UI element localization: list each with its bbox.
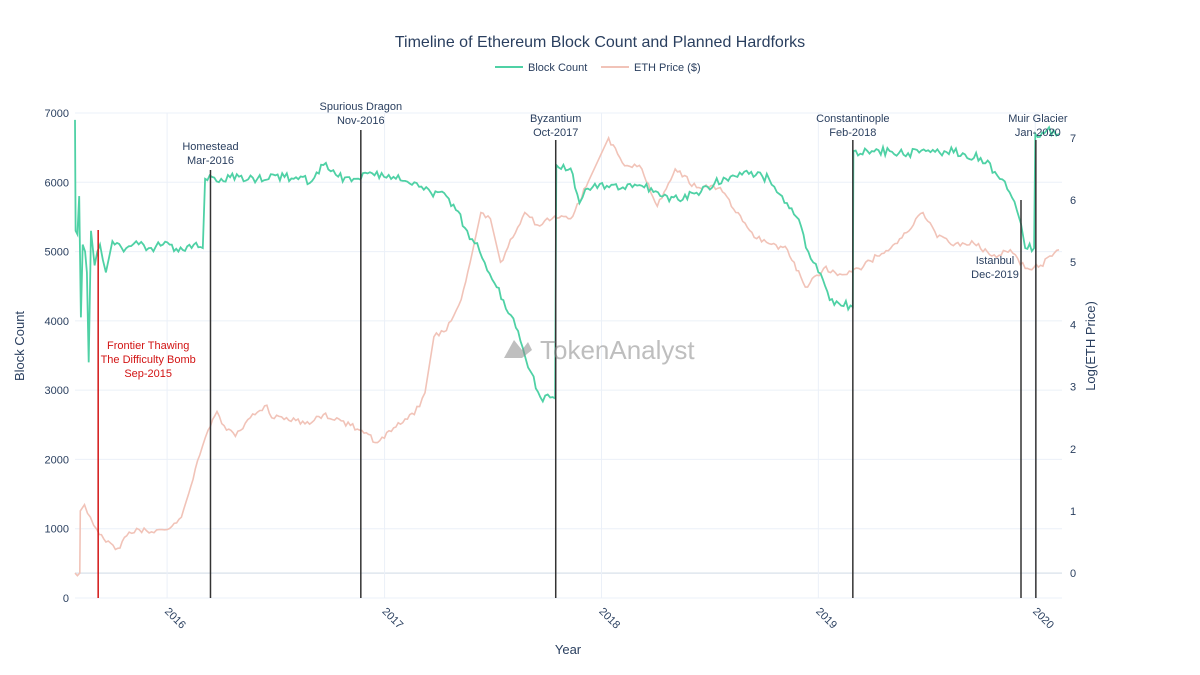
block-count-series xyxy=(74,119,1060,404)
y2-tick-label: 3 xyxy=(1070,382,1076,394)
x-tick-label: 2018 xyxy=(596,606,622,632)
watermark: TokenAnalyst xyxy=(504,335,695,365)
chart-title: Timeline of Ethereum Block Count and Pla… xyxy=(395,34,805,51)
hardfork-name: Homestead xyxy=(182,141,238,153)
hardfork-name: Constantinople xyxy=(816,113,889,125)
y-tick-label: 7000 xyxy=(45,108,69,120)
hardfork-name: Muir Glacier xyxy=(1008,113,1068,125)
hardfork-date: Oct-2017 xyxy=(533,127,578,139)
axes: 0 1000 2000 3000 4000 5000 6000 7000 0 1 2 3 4 5 6 7 201… xyxy=(45,108,1077,631)
hardfork-date: Sep-2015 xyxy=(124,368,172,380)
hardfork-subtitle: The Difficulty Bomb xyxy=(101,354,196,366)
y2-tick-label: 6 xyxy=(1070,195,1076,207)
hardfork-date: Nov-2016 xyxy=(337,115,385,127)
y2-axis-title: Log(ETH Price) xyxy=(1083,301,1098,391)
eth-price-series xyxy=(74,135,1060,577)
legend-label-eth-price[interactable]: ETH Price ($) xyxy=(634,62,701,74)
x-tick-label: 2019 xyxy=(813,606,839,632)
y2-tick-label: 7 xyxy=(1070,133,1076,145)
x-tick-label: 2017 xyxy=(379,606,405,632)
y2-tick-label: 2 xyxy=(1070,444,1076,456)
y-tick-label: 1000 xyxy=(45,524,69,536)
y-tick-label: 6000 xyxy=(45,177,69,189)
y2-tick-label: 0 xyxy=(1070,568,1076,580)
legend-label-block-count[interactable]: Block Count xyxy=(528,62,587,74)
hardfork-name: Istanbul xyxy=(976,255,1015,267)
y-tick-label: 2000 xyxy=(45,454,69,466)
y2-tick-label: 5 xyxy=(1070,257,1076,269)
watermark-text: TokenAnalyst xyxy=(540,335,695,365)
tokenanalyst-logo-icon xyxy=(504,340,532,358)
hardfork-date: Dec-2019 xyxy=(971,269,1019,281)
x-tick-label: 2020 xyxy=(1030,606,1056,632)
y-axis-title: Block Count xyxy=(12,311,27,381)
y-tick-label: 0 xyxy=(63,593,69,605)
legend[interactable]: Block Count ETH Price ($) xyxy=(495,62,701,74)
y2-tick-label: 4 xyxy=(1070,319,1076,331)
block-count-line xyxy=(74,119,1060,404)
y2-tick-label: 1 xyxy=(1070,506,1076,518)
y-tick-label: 5000 xyxy=(45,247,69,259)
hardfork-name: Spurious Dragon xyxy=(320,101,403,113)
hardfork-markers: Frontier Thawing The Difficulty Bomb Sep-2… xyxy=(97,101,1068,598)
hardfork-date: Feb-2018 xyxy=(829,127,876,139)
hardfork-date: Mar-2016 xyxy=(187,155,234,167)
grid xyxy=(75,112,1062,599)
eth-price-line xyxy=(74,135,1060,577)
hardfork-name: Byzantium xyxy=(530,113,581,125)
hardfork-date: Jan-2020 xyxy=(1015,127,1061,139)
y-tick-label: 4000 xyxy=(45,316,69,328)
y-tick-label: 3000 xyxy=(45,385,69,397)
hardfork-name: Frontier Thawing xyxy=(107,340,189,352)
x-axis-title: Year xyxy=(555,642,582,657)
x-tick-label: 2016 xyxy=(162,606,188,632)
